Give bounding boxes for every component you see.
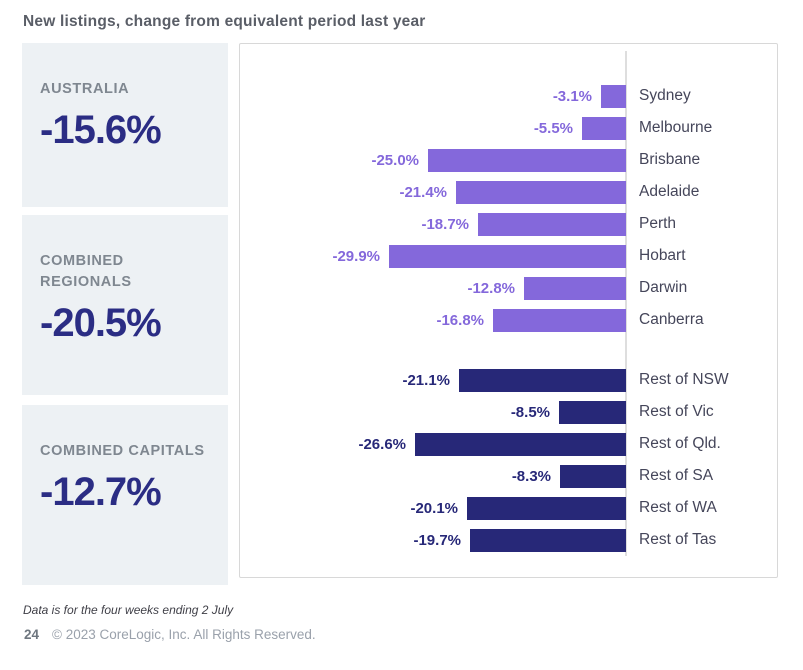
bar-value-label: -20.1%: [410, 499, 458, 517]
bar: [582, 116, 626, 140]
bar-zone: -20.1%: [240, 496, 626, 520]
summary-column: AUSTRALIA -15.6% COMBINED REGIONALS -20.…: [22, 43, 228, 585]
bar-category-label: Canberra: [639, 311, 704, 328]
bar-value-label: -25.0%: [371, 151, 419, 169]
bar-value-label: -12.8%: [467, 279, 515, 297]
bar-value-label: -21.1%: [402, 371, 450, 389]
summary-value: -15.6%: [40, 108, 162, 153]
bar-zone: -25.0%: [240, 148, 626, 172]
bar-category-label: Perth: [639, 215, 677, 232]
bar-category-label: Rest of SA: [639, 467, 714, 484]
chart-row: -25.0% Brisbane: [240, 144, 777, 176]
bar-zone: -5.5%: [240, 116, 626, 140]
bar: [524, 276, 626, 300]
bar-value-label: -29.9%: [332, 247, 380, 265]
bar: [467, 496, 626, 520]
bar-zone: -8.3%: [240, 464, 626, 488]
summary-value: -20.5%: [40, 301, 162, 346]
bar-value-label: -18.7%: [421, 215, 469, 233]
bar: [601, 84, 626, 108]
bar-category-label: Hobart: [639, 247, 686, 264]
chart-row: -18.7% Perth: [240, 208, 777, 240]
bar-category-label: Brisbane: [639, 151, 701, 168]
bar-chart-panel: -3.1% Sydney -5.5% Melbourne -25.0% Brisbane -…: [239, 43, 778, 578]
summary-value: -12.7%: [40, 470, 162, 515]
summary-box-combined-regionals: COMBINED REGIONALS -20.5%: [22, 215, 228, 395]
bar-zone: -8.5%: [240, 400, 626, 424]
copyright-row: 24 © 2023 CoreLogic, Inc. All Rights Res…: [24, 627, 778, 642]
page-number: 24: [24, 627, 40, 642]
summary-label: AUSTRALIA: [40, 81, 130, 97]
chart-row: -8.3% Rest of SA: [240, 460, 777, 492]
bar-value-label: -3.1%: [552, 87, 592, 105]
bar: [470, 528, 626, 552]
bar-zone: -26.6%: [240, 432, 626, 456]
bar: [389, 244, 626, 268]
bar-value-label: -16.8%: [436, 311, 484, 329]
chart-row: -19.7% Rest of Tas: [240, 524, 777, 556]
chart-row: -16.8% Canberra: [240, 304, 777, 336]
chart-row: -29.9% Hobart: [240, 240, 777, 272]
page-title: New listings, change from equivalent per…: [23, 13, 426, 30]
bar-zone: -3.1%: [240, 84, 626, 108]
bar-zone: -18.7%: [240, 212, 626, 236]
chart-row: -26.6% Rest of Qld.: [240, 428, 777, 460]
rest-of-state-group: -21.1% Rest of NSW -8.5% Rest of Vic -26.6% R…: [240, 364, 777, 556]
chart-row: -5.5% Melbourne: [240, 112, 777, 144]
bar-category-label: Rest of Vic: [639, 403, 714, 420]
bar-value-label: -8.3%: [511, 467, 551, 485]
capital-cities-group: -3.1% Sydney -5.5% Melbourne -25.0% Brisbane -…: [240, 80, 777, 336]
summary-box-combined-capitals: COMBINED CAPITALS -12.7%: [22, 405, 228, 585]
bar-value-label: -26.6%: [358, 435, 406, 453]
bar-category-label: Rest of Qld.: [639, 435, 721, 452]
data-footnote: Data is for the four weeks ending 2 July: [23, 603, 234, 617]
summary-label: COMBINED REGIONALS: [40, 253, 132, 291]
bar-zone: -21.1%: [240, 368, 626, 392]
bar: [456, 180, 626, 204]
copyright-text: © 2023 CoreLogic, Inc. All Rights Reserv…: [52, 627, 316, 642]
bar: [478, 212, 626, 236]
summary-label: COMBINED CAPITALS: [40, 443, 205, 459]
chart-row: -8.5% Rest of Vic: [240, 396, 777, 428]
bar-category-label: Melbourne: [639, 119, 713, 136]
bar-value-label: -5.5%: [533, 119, 573, 137]
bar: [459, 368, 626, 392]
chart-row: -12.8% Darwin: [240, 272, 777, 304]
bar-zone: -21.4%: [240, 180, 626, 204]
chart-row: -3.1% Sydney: [240, 80, 777, 112]
bar-category-label: Rest of NSW: [639, 371, 729, 388]
bar-value-label: -8.5%: [510, 403, 550, 421]
bar-zone: -29.9%: [240, 244, 626, 268]
chart-row: -21.4% Adelaide: [240, 176, 777, 208]
bar-category-label: Darwin: [639, 279, 688, 296]
bar-value-label: -19.7%: [413, 531, 461, 549]
bar: [428, 148, 626, 172]
chart-rows-wrap: -3.1% Sydney -5.5% Melbourne -25.0% Brisbane -…: [240, 51, 777, 556]
bar: [415, 432, 626, 456]
content-area: AUSTRALIA -15.6% COMBINED REGIONALS -20.…: [22, 43, 778, 585]
zero-baseline-axis: [625, 51, 627, 556]
chart-row: -20.1% Rest of WA: [240, 492, 777, 524]
bar-zone: -12.8%: [240, 276, 626, 300]
chart-row: -21.1% Rest of NSW: [240, 364, 777, 396]
bar-category-label: Rest of WA: [639, 499, 717, 516]
bar-value-label: -21.4%: [399, 183, 447, 201]
report-page: New listings, change from equivalent per…: [22, 13, 778, 642]
bar-zone: -16.8%: [240, 308, 626, 332]
bar-category-label: Adelaide: [639, 183, 700, 200]
bar-category-label: Sydney: [639, 87, 691, 104]
bar-zone: -19.7%: [240, 528, 626, 552]
bar: [559, 400, 626, 424]
summary-box-australia: AUSTRALIA -15.6%: [22, 43, 228, 207]
bar: [560, 464, 626, 488]
bar-category-label: Rest of Tas: [639, 531, 717, 548]
bar: [493, 308, 626, 332]
